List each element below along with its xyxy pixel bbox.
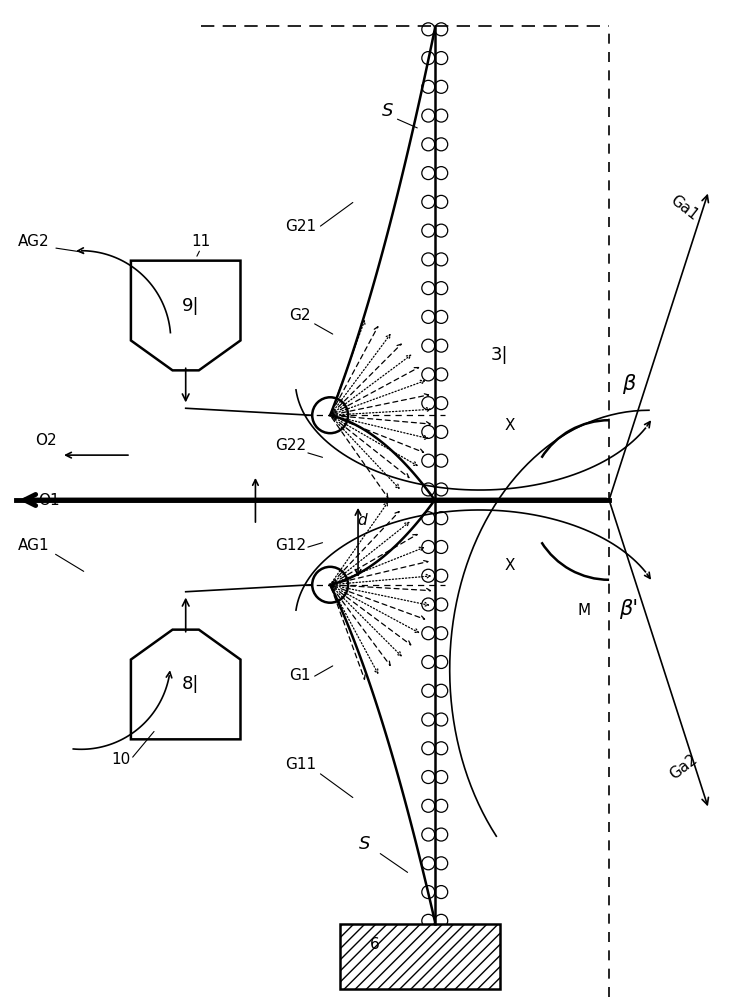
Text: 6: 6 (370, 937, 380, 952)
Text: S: S (382, 102, 393, 120)
Text: Ga1: Ga1 (667, 193, 700, 224)
Text: O2: O2 (36, 433, 57, 448)
Text: 10: 10 (111, 752, 131, 767)
Text: 9|: 9| (182, 297, 200, 315)
Text: X: X (505, 418, 515, 433)
Text: β: β (623, 374, 636, 394)
Bar (340, 924, 499, 989)
Text: O1: O1 (39, 493, 60, 508)
Text: G22: G22 (275, 438, 306, 453)
Text: X: X (505, 558, 515, 573)
Text: S: S (359, 835, 371, 853)
Text: G21: G21 (285, 219, 316, 234)
Text: β': β' (620, 599, 639, 619)
Text: 8|: 8| (182, 675, 200, 693)
Text: G1: G1 (289, 668, 311, 682)
Text: AG1: AG1 (18, 538, 49, 553)
Text: G12: G12 (275, 538, 306, 553)
Text: 11: 11 (191, 234, 210, 249)
Text: Ga2: Ga2 (667, 751, 700, 782)
Text: G2: G2 (289, 308, 311, 324)
Text: 3|: 3| (490, 346, 508, 364)
Text: d: d (357, 513, 367, 528)
Text: AG2: AG2 (18, 234, 49, 249)
Text: M: M (577, 603, 591, 618)
Text: G11: G11 (285, 757, 316, 772)
